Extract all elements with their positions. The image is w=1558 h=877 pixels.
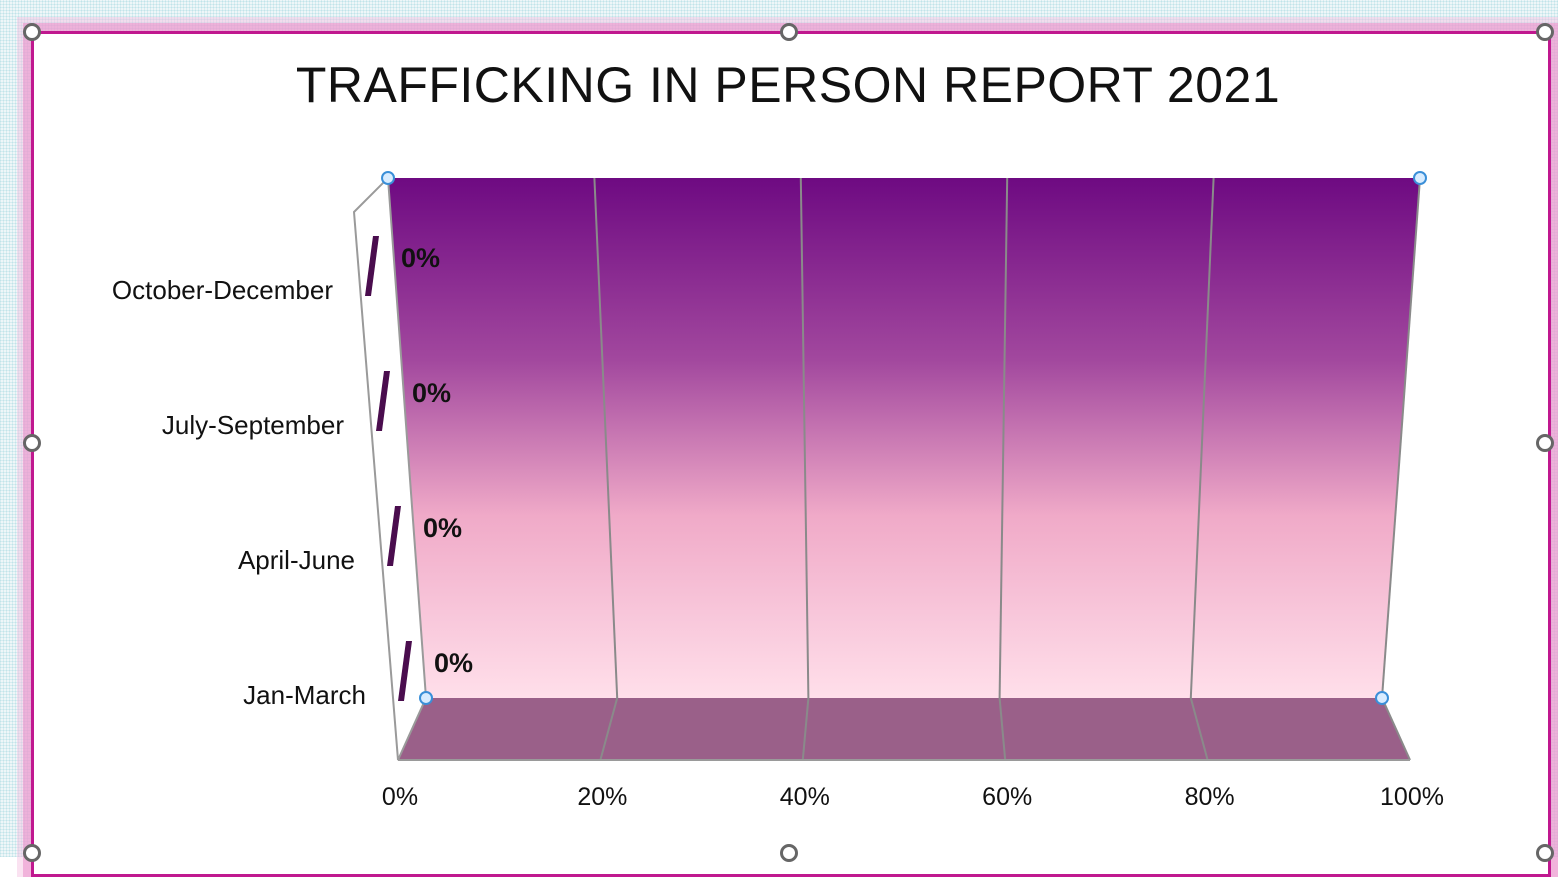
floor-gridline-1 <box>599 697 619 761</box>
resize-handle-bottom-left[interactable] <box>23 844 41 862</box>
resize-handle-middle-left[interactable] <box>23 434 41 452</box>
bar-july-september <box>376 371 390 431</box>
floor <box>398 698 1410 760</box>
x-tick-label-0: 0% <box>382 783 418 811</box>
gridline-1 <box>593 177 619 699</box>
plot-area-handle-1 <box>1413 171 1427 185</box>
x-tick-label-4: 80% <box>1185 783 1235 811</box>
category-label-october-december: October-December <box>112 275 333 305</box>
x-tick-label-2: 40% <box>780 783 830 811</box>
category-label-jan-march: Jan-March <box>243 680 366 710</box>
resize-handle-bottom-center[interactable] <box>780 844 798 862</box>
category-label-april-june: April-June <box>238 545 355 575</box>
data-label-april-june: 0% <box>423 513 462 543</box>
plot-area-handle-2 <box>419 691 433 705</box>
floor-gridline-5 <box>1381 697 1411 761</box>
gridline-5 <box>1381 177 1421 699</box>
gridline-2 <box>799 177 810 699</box>
plot-area-handle-0 <box>381 171 395 185</box>
bar-april-june <box>387 506 401 566</box>
resize-handle-middle-right[interactable] <box>1536 434 1554 452</box>
category-label-july-september: July-September <box>162 410 344 440</box>
chart-title: TRAFFICKING IN PERSON REPORT 2021 <box>295 57 1281 113</box>
resize-handle-top-right[interactable] <box>1536 23 1554 41</box>
resize-handle-bottom-right[interactable] <box>1536 844 1554 862</box>
x-tick-label-1: 20% <box>577 783 627 811</box>
plot-area-handle-3 <box>1375 691 1389 705</box>
resize-handle-top-center[interactable] <box>780 23 798 41</box>
floor-gridline-3 <box>998 697 1007 761</box>
back-wall <box>388 178 1420 698</box>
floor-gridline-4 <box>1189 697 1209 761</box>
x-tick-label-3: 60% <box>982 783 1032 811</box>
data-label-jan-march: 0% <box>434 648 473 678</box>
gridline-3 <box>998 177 1009 699</box>
data-label-july-september: 0% <box>412 378 451 408</box>
bar-jan-march <box>398 641 412 701</box>
floor-gridline-2 <box>801 697 810 761</box>
x-tick-label-5: 100% <box>1380 783 1444 811</box>
data-label-october-december: 0% <box>401 243 440 273</box>
bar-october-december <box>365 236 379 296</box>
resize-handle-top-left[interactable] <box>23 23 41 41</box>
gridline-4 <box>1189 177 1215 699</box>
plot-area: Jan-March 0% April-June 0% July-September 0% O… <box>112 171 1444 811</box>
